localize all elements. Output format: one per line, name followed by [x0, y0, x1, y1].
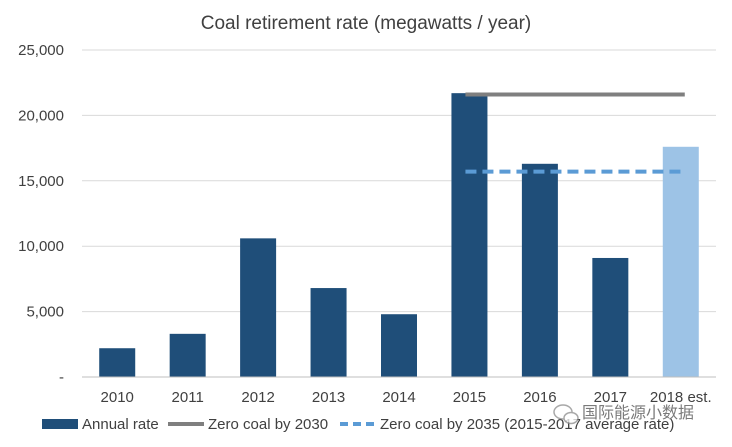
x-axis-ticks: 2010 2011 2012 2013 2014 2015 2016 2017 2018 est… — [101, 389, 712, 406]
bar-2017 — [592, 257, 629, 377]
y-tick-label: 25,000 — [18, 42, 64, 59]
legend-label-zero-coal-2035: Zero coal by 2035 (2015-2017 average rat… — [380, 416, 674, 433]
y-tick-label: 20,000 — [18, 107, 64, 124]
x-tick-label: 2010 — [101, 389, 134, 406]
y-tick-label: 10,000 — [18, 238, 64, 255]
legend-swatch-annual-rate — [42, 419, 78, 429]
legend-label-annual-rate: Annual rate — [82, 416, 159, 433]
bar-2018-est — [662, 146, 699, 377]
bar-2014 — [381, 314, 417, 377]
bar-2012 — [240, 238, 277, 377]
x-tick-label: 2018 est. — [650, 389, 712, 406]
x-tick-label: 2015 — [453, 389, 486, 406]
bar-2015 — [451, 93, 488, 377]
x-tick-label: 2012 — [241, 389, 274, 406]
bar-2016 — [521, 163, 558, 377]
legend-label-zero-coal-2030: Zero coal by 2030 — [208, 416, 328, 433]
x-tick-label: 2016 — [523, 389, 556, 406]
watermark: 国际能源小数据 — [553, 404, 694, 425]
bar-2011 — [169, 333, 206, 377]
legend: Annual rate Zero coal by 2030 Zero coal … — [42, 416, 674, 433]
watermark-text: 国际能源小数据 — [582, 404, 694, 422]
reference-lines — [465, 92, 685, 174]
y-axis-ticks: - 5,000 10,000 15,000 20,000 25,000 — [18, 42, 64, 386]
bar-2013 — [310, 288, 347, 377]
y-tick-label: - — [59, 369, 64, 386]
x-tick-label: 2014 — [382, 389, 415, 406]
x-tick-label: 2011 — [172, 389, 204, 406]
bar-2010 — [99, 348, 136, 377]
x-tick-label: 2017 — [594, 389, 627, 406]
chart-title: Coal retirement rate (megawatts / year) — [201, 13, 532, 34]
wechat-icon — [553, 404, 579, 425]
y-tick-label: 5,000 — [26, 304, 64, 321]
y-tick-label: 15,000 — [18, 173, 64, 190]
x-tick-label: 2013 — [312, 389, 345, 406]
bars — [99, 93, 699, 377]
